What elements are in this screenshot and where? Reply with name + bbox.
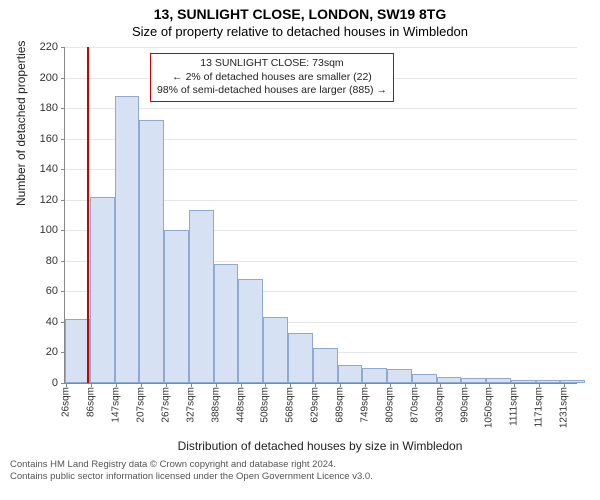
footer-line-2: Contains public sector information licen… xyxy=(10,471,590,483)
histogram-bar xyxy=(313,348,338,383)
footer-line-1: Contains HM Land Registry data © Crown c… xyxy=(10,459,590,471)
x-tick-label: 689sqm xyxy=(335,387,346,423)
y-tick-label: 120 xyxy=(18,194,58,206)
histogram-bar xyxy=(412,374,437,383)
x-tick-label: 1050sqm xyxy=(484,387,495,428)
property-marker-line xyxy=(87,47,89,383)
y-tick-label: 220 xyxy=(18,41,58,53)
x-tick-label: 147sqm xyxy=(111,387,122,423)
annotation-line-3: 98% of semi-detached houses are larger (… xyxy=(157,84,387,98)
histogram-bar xyxy=(115,96,140,383)
x-tick-label: 267sqm xyxy=(160,387,171,423)
x-tick-label: 207sqm xyxy=(136,387,147,423)
y-tick-label: 160 xyxy=(18,133,58,145)
y-tick-label: 60 xyxy=(18,285,58,297)
x-tick-label: 448sqm xyxy=(235,387,246,423)
y-tick-label: 100 xyxy=(18,224,58,236)
histogram-bar xyxy=(139,120,164,383)
x-tick-label: 86sqm xyxy=(86,387,97,417)
x-tick-label: 1231sqm xyxy=(559,387,570,428)
x-tick-label: 1171sqm xyxy=(534,387,545,427)
x-tick-label: 809sqm xyxy=(384,387,395,423)
x-tick-label: 1111sqm xyxy=(509,387,520,426)
x-tick-label: 388sqm xyxy=(210,387,221,423)
y-tick-label: 0 xyxy=(18,377,58,389)
x-tick-label: 749sqm xyxy=(360,387,371,423)
y-axis-label: Number of detached properties xyxy=(14,41,28,206)
histogram-bar xyxy=(164,230,189,383)
x-tick-label: 508sqm xyxy=(260,387,271,423)
y-tick-label: 180 xyxy=(18,102,58,114)
histogram-bar xyxy=(288,333,313,383)
x-tick-label: 26sqm xyxy=(61,387,72,417)
x-tick-label: 990sqm xyxy=(459,387,470,423)
page-title: 13, SUNLIGHT CLOSE, LONDON, SW19 8TG xyxy=(0,0,600,22)
histogram-bar xyxy=(362,368,387,383)
histogram-bar xyxy=(90,197,115,383)
x-tick-label: 870sqm xyxy=(409,387,420,423)
x-tick-label: 327sqm xyxy=(185,387,196,423)
x-tick-label: 568sqm xyxy=(285,387,296,423)
annotation-line-2: ← 2% of detached houses are smaller (22) xyxy=(157,71,387,85)
histogram-bar xyxy=(214,264,239,383)
chart-subtitle: Size of property relative to detached ho… xyxy=(0,22,600,39)
histogram-bar xyxy=(338,365,363,383)
y-tick-label: 20 xyxy=(18,346,58,358)
histogram-bar xyxy=(387,369,412,383)
x-axis-label: Distribution of detached houses by size … xyxy=(64,439,576,453)
histogram-bar xyxy=(238,279,263,383)
annotation-callout: 13 SUNLIGHT CLOSE: 73sqm ← 2% of detache… xyxy=(150,53,394,102)
y-tick-label: 80 xyxy=(18,255,58,267)
histogram-bar xyxy=(189,210,214,383)
gridline xyxy=(65,108,577,109)
histogram-bar xyxy=(263,317,288,383)
x-tick-label: 629sqm xyxy=(310,387,321,423)
y-tick-label: 140 xyxy=(18,163,58,175)
y-tick-label: 200 xyxy=(18,72,58,84)
histogram-chart: 13 SUNLIGHT CLOSE: 73sqm ← 2% of detache… xyxy=(64,47,576,383)
annotation-line-1: 13 SUNLIGHT CLOSE: 73sqm xyxy=(157,57,387,71)
y-tick-label: 40 xyxy=(18,316,58,328)
footer-attribution: Contains HM Land Registry data © Crown c… xyxy=(0,453,600,484)
gridline xyxy=(65,47,577,48)
x-tick-label: 930sqm xyxy=(434,387,445,423)
